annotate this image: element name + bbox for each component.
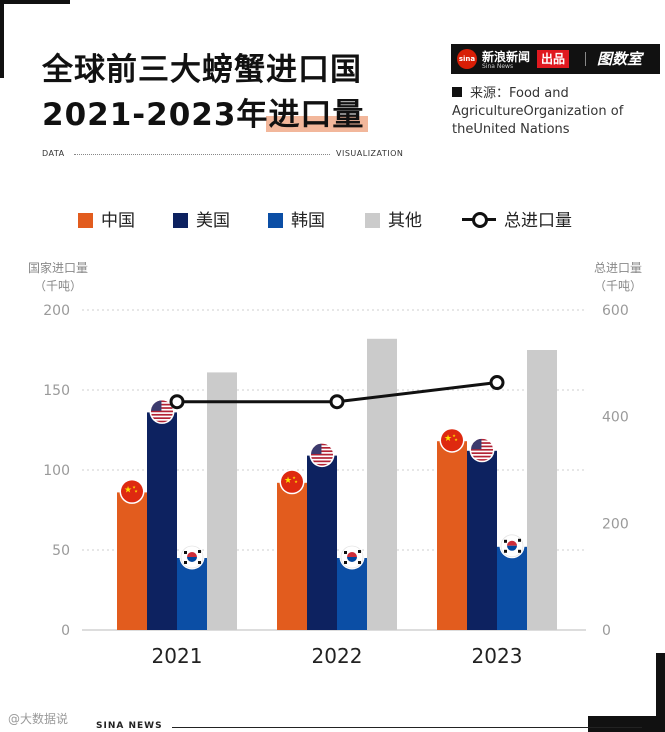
- svg-text:★: ★: [452, 433, 456, 438]
- brand-separator: [585, 52, 586, 66]
- svg-text:★: ★: [292, 475, 296, 480]
- korea-flag-icon: [499, 533, 525, 559]
- svg-text:★: ★: [124, 485, 132, 495]
- svg-text:★: ★: [134, 488, 138, 493]
- bar-korea-2021: [177, 558, 207, 630]
- usa-flag-icon: [469, 437, 495, 463]
- bar-korea-2022: [337, 558, 367, 630]
- y-left-tick-label: 150: [43, 383, 70, 399]
- bar-china-2021: [117, 492, 147, 630]
- total-import-point: [169, 394, 185, 410]
- brand-badge: 出品: [537, 50, 570, 68]
- legend-korea: 韩国: [268, 210, 325, 232]
- legend-korea-label: 韩国: [291, 211, 325, 231]
- legend-usa-label: 美国: [196, 211, 230, 231]
- total-import-point: [329, 394, 345, 410]
- legend-other-label: 其他: [388, 211, 422, 231]
- bar-usa-2021: [147, 412, 177, 630]
- legend-total-label: 总进口量: [504, 211, 572, 231]
- footer-line: [172, 727, 642, 728]
- title-highlight: 进口量: [266, 97, 369, 133]
- svg-text:★: ★: [444, 434, 452, 444]
- source-bullet-icon: [452, 87, 462, 97]
- legend-other: 其他: [365, 210, 422, 232]
- bar-usa-2023: [467, 450, 497, 630]
- y-left-tick-label: 200: [43, 303, 70, 319]
- corner-bottom-right-h: [588, 716, 665, 732]
- legend-other-swatch: [365, 213, 380, 228]
- legend-korea-swatch: [268, 213, 283, 228]
- y-right-tick-label: 0: [602, 623, 611, 639]
- tagline-left: DATA: [42, 149, 65, 158]
- x-tick-label: 2023: [472, 644, 523, 668]
- legend-china-swatch: [78, 213, 93, 228]
- bar-other-2021: [207, 372, 237, 630]
- bar-korea-2023: [497, 546, 527, 630]
- usa-flag-icon: [149, 398, 175, 424]
- svg-text:★: ★: [132, 484, 136, 489]
- china-flag-icon: ★ ★★: [279, 469, 305, 495]
- bar-usa-2022: [307, 455, 337, 630]
- usa-flag-icon: [309, 442, 335, 468]
- china-flag-icon: ★ ★★: [119, 478, 145, 504]
- y-right-tick-label: 400: [602, 410, 629, 426]
- korea-flag-icon: [179, 544, 205, 570]
- bar-china-2023: [437, 441, 467, 630]
- legend-china-label: 中国: [101, 211, 135, 231]
- tagline-right: VISUALIZATION: [336, 149, 404, 158]
- brand-partner: 图数室: [597, 50, 643, 68]
- footer-brand: SINA NEWS: [96, 721, 163, 731]
- brand-name-cn: 新浪新闻: [482, 50, 531, 64]
- legend-usa: 美国: [173, 210, 230, 232]
- legend-usa-swatch: [173, 213, 188, 228]
- title-line-1: 全球前三大螃蟹进口国: [42, 52, 362, 88]
- left-axis-title: 国家进口量 （千吨）: [27, 261, 88, 293]
- tagline-divider: [74, 154, 330, 155]
- legend-total-line-icon: [462, 212, 496, 228]
- legend-total: 总进口量: [462, 210, 572, 232]
- svg-text:★: ★: [454, 437, 458, 442]
- brand-bar: sina 新浪新闻 Sina News 出品 图数室: [451, 44, 660, 74]
- corner-top-left-h: [0, 0, 70, 4]
- right-axis-title: 总进口量 （千吨）: [593, 261, 642, 293]
- total-import-point: [489, 375, 505, 391]
- corner-bottom-right-v: [656, 653, 665, 732]
- bar-other-2022: [367, 338, 397, 630]
- title-years: 2021-2023年: [42, 97, 269, 133]
- legend-china: 中国: [78, 210, 135, 232]
- y-right-tick-label: 600: [602, 303, 629, 319]
- brand-name-en: Sina News: [482, 63, 514, 70]
- corner-top-left-v: [0, 0, 4, 78]
- source-text: 来源：Food and AgricultureOrganization of t…: [452, 86, 624, 137]
- bar-china-2022: [277, 482, 307, 630]
- watermark: @大数据说: [8, 712, 69, 726]
- y-left-tick-label: 100: [43, 463, 70, 479]
- sina-logo-icon: sina: [457, 49, 477, 69]
- svg-text:★: ★: [294, 479, 298, 484]
- y-left-tick-label: 50: [52, 543, 70, 559]
- y-left-tick-label: 0: [61, 623, 70, 639]
- korea-flag-icon: [339, 544, 365, 570]
- china-flag-icon: ★ ★★: [439, 427, 465, 453]
- x-tick-label: 2022: [312, 644, 363, 668]
- svg-text:★: ★: [284, 476, 292, 486]
- bar-other-2023: [527, 350, 557, 630]
- title-line-2: 2021-2023年进口量: [42, 95, 369, 135]
- y-right-tick-label: 200: [602, 516, 629, 532]
- x-tick-label: 2021: [152, 644, 203, 668]
- source-note: 来源：Food and AgricultureOrganization of t…: [452, 85, 652, 139]
